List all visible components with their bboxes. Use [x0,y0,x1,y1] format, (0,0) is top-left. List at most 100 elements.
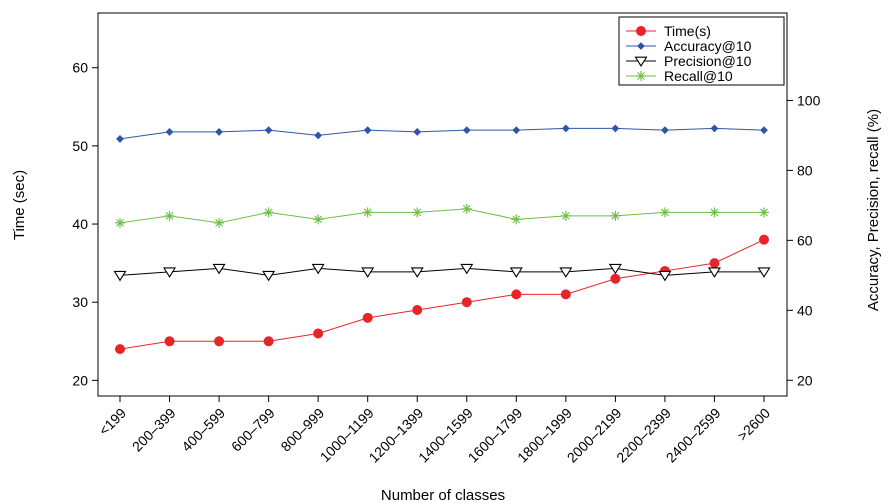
data-point [362,312,373,323]
left-tick-label: 50 [72,138,88,154]
data-point [661,126,669,135]
data-point [608,263,622,275]
data-point [759,234,769,245]
data-point [215,128,223,136]
data-point [263,207,274,218]
data-point [460,263,474,275]
series-accuracy-10 [116,124,768,143]
asterisk-stroke [413,208,422,217]
data-point [709,207,720,218]
data-point [214,336,225,347]
asterisk-stroke [165,211,174,220]
data-point [212,263,226,275]
data-point [760,126,768,135]
asterisk-stroke [264,208,273,217]
data-point [658,270,672,282]
asterisk-stroke [215,218,224,227]
legend-marker [634,56,648,67]
legend-label: Recall@10 [664,68,733,84]
data-point [164,210,175,221]
legend-entry: Accuracy@10 [626,38,752,54]
x-tick-label: 800–999 [277,405,327,455]
data-point [410,267,424,278]
data-point [509,267,523,278]
series-layer [113,124,771,355]
x-axis: <199 200–399 400–599 600–799 800–9991000–119… [96,396,773,466]
legend-entry: Time(s) [626,23,711,39]
x-tick-label: 400–599 [178,405,228,455]
left-tick-label: 30 [72,294,88,310]
legend-entry: Precision@10 [626,53,752,69]
data-point [113,270,127,282]
data-point [214,217,225,228]
data-point [759,207,769,218]
series-line [119,267,764,276]
data-point [560,289,571,300]
data-point [659,207,670,218]
data-point [512,126,521,135]
data-point [115,344,125,355]
data-point [610,273,621,284]
data-point [561,124,570,133]
series-line [119,239,765,350]
legend-label: Time(s) [664,23,711,39]
data-point [709,258,720,269]
data-point [361,267,375,278]
asterisk-stroke [760,208,768,217]
right-axis-label: Accuracy, Precision, recall (%) [865,109,882,311]
legend-label: Precision@10 [664,53,752,69]
data-point [412,305,423,316]
data-point [115,217,125,228]
legend-entry: Recall@10 [626,68,733,84]
data-point [511,289,522,300]
asterisk-stroke [314,215,323,224]
data-point [165,128,174,136]
left-axis-label: Time (sec) [11,170,28,240]
legend-marker [636,71,646,81]
asterisk-stroke [660,208,669,217]
legend-box [618,16,785,86]
left-axis: 20 30 40 50 60 [72,60,98,388]
asterisk-stroke [710,208,719,217]
data-point [413,128,422,136]
data-point [707,267,721,278]
data-point [116,135,124,143]
x-tick-label: 200–399 [129,405,179,455]
data-point [262,270,276,282]
data-point [164,336,175,347]
data-point [461,203,472,214]
data-point [710,124,719,133]
data-point [264,126,273,135]
data-point [311,263,325,275]
data-point [263,336,274,347]
series-recall-10 [115,203,769,228]
data-point [462,126,471,135]
x-tick-label: <199 [96,405,130,439]
right-tick-label: 80 [797,162,813,178]
data-point [313,214,324,225]
legend-marker [636,26,646,36]
x-tick-label: 2400–2599 [663,405,724,466]
plot-frame [97,12,788,397]
left-tick-label: 60 [72,60,88,76]
right-tick-label: 40 [797,302,813,318]
data-point [362,207,373,218]
x-axis-label: Number of classes [381,487,505,504]
series-line [119,208,764,224]
right-axis: 20 40 60 80 100 [787,92,821,388]
asterisk-stroke [611,211,620,220]
data-point [412,207,423,218]
data-point [511,214,522,225]
left-tick-label: 20 [72,372,88,388]
series-time-s- [115,234,769,355]
right-tick-label: 100 [797,92,821,108]
right-tick-label: 60 [797,232,813,248]
data-point [757,267,771,278]
x-tick-label: >2600 [734,405,773,444]
data-point [461,297,472,308]
data-point [363,126,372,135]
data-point [560,210,571,221]
series-line [119,127,765,140]
